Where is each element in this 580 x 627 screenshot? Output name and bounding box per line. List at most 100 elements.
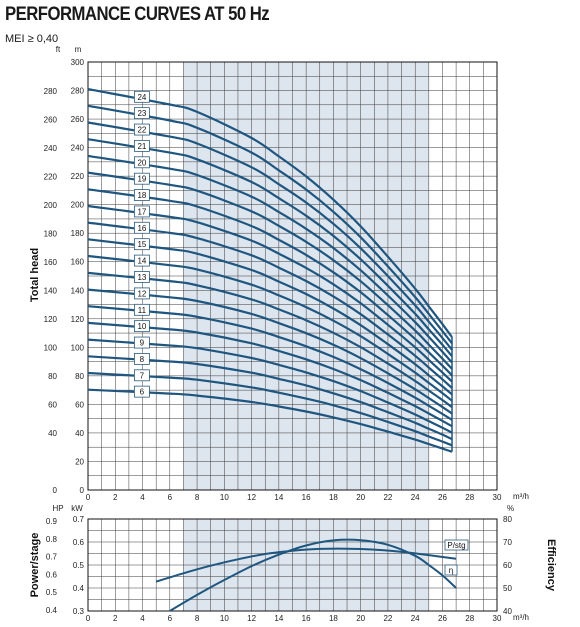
x-tick-label: 22 <box>383 493 392 502</box>
stage-label-box <box>133 352 150 365</box>
stage-label-box <box>133 238 150 251</box>
y-tick-label-m: 20 <box>75 457 84 466</box>
x-tick-label: 24 <box>411 493 420 502</box>
y-tick-label-m: 0 <box>80 486 85 495</box>
head-curve-stage-18 <box>87 188 453 377</box>
stage-label: 11 <box>138 306 147 315</box>
stage-label-box <box>133 369 150 382</box>
y-tick-label-ft: 280 <box>44 87 58 96</box>
y-tick-label-ft: 220 <box>44 173 58 182</box>
x-tick-label: 18 <box>329 614 338 623</box>
y-tick-label-hp: 0.7 <box>46 553 58 562</box>
stage-label-box <box>133 221 150 234</box>
x-unit-label: m³/h <box>513 492 529 501</box>
y-tick-label-m: 280 <box>71 87 85 96</box>
stage-label-box <box>133 271 150 283</box>
x-tick-label: 6 <box>168 493 173 502</box>
x-tick-label: 18 <box>329 493 338 502</box>
x-tick-label: 2 <box>113 493 118 502</box>
stage-label: 16 <box>137 224 146 233</box>
y-tick-label-kw: 0.3 <box>73 607 85 616</box>
stage-label-box <box>133 303 150 316</box>
y-tick-label-ft: 260 <box>44 116 58 125</box>
x-tick-label: 16 <box>302 614 311 623</box>
y2-unit-percent: % <box>507 504 514 513</box>
power-legend-label: P/stg <box>447 541 465 550</box>
stage-label: 24 <box>137 93 146 102</box>
y-tick-label-kw: 0.7 <box>73 515 85 524</box>
x-tick-label: 30 <box>493 493 502 502</box>
stage-label: 6 <box>140 388 145 397</box>
x-tick-label: 12 <box>247 614 256 623</box>
stage-label: 7 <box>140 371 145 380</box>
y-unit-kw: kW <box>71 504 83 513</box>
y2-tick-label-eff: 70 <box>503 538 512 547</box>
head-curve-stage-23 <box>87 104 453 344</box>
x-tick-label: 28 <box>465 493 474 502</box>
power-efficiency-chart: 0 2 4 6 8 10 12 14 16 18 20 22 24 26 28 30 m³/h0.30.40.5… <box>46 504 529 623</box>
y-tick-label-ft: 160 <box>44 258 58 267</box>
stage-label: 15 <box>137 240 146 249</box>
y-tick-label-m: 240 <box>71 144 85 153</box>
y2-tick-label-eff: 60 <box>503 561 512 570</box>
y-tick-label-ft: 100 <box>44 344 58 353</box>
y-tick-label-kw: 0.4 <box>73 584 85 593</box>
head-curve-stage-7 <box>87 371 453 447</box>
y-tick-label-hp: 0.8 <box>46 535 58 544</box>
chart-title: PERFORMANCE CURVES AT 50 Hz <box>5 4 270 25</box>
y-tick-label-hp: 0.9 <box>46 517 58 526</box>
efficiency-curve <box>169 538 457 612</box>
x-tick-label: 2 <box>113 614 118 623</box>
stage-label: 18 <box>137 191 146 200</box>
x-tick-label: 10 <box>220 614 229 623</box>
y-tick-label-kw: 0.6 <box>73 538 85 547</box>
efficiency-legend-label: η <box>449 566 453 575</box>
y2-tick-label-eff: 80 <box>503 515 512 524</box>
y-tick-label-m: 60 <box>75 400 84 409</box>
y-tick-label-ft: 120 <box>44 315 58 324</box>
head-curve-stage-16 <box>87 221 453 389</box>
efficiency-axis-label: Efficiency <box>545 539 557 592</box>
stage-label-box <box>133 156 150 169</box>
head-curve-stage-21 <box>87 138 453 357</box>
power-stage-axis-label: Power/stage <box>29 533 41 598</box>
x-tick-label: 4 <box>140 493 145 502</box>
y-tick-label-ft: 60 <box>48 401 57 410</box>
y-tick-label-m: 100 <box>71 343 85 352</box>
head-curve-stage-8 <box>87 355 453 441</box>
plot-frame <box>87 518 498 612</box>
stage-label: 13 <box>137 273 146 282</box>
total-head-axis-label: Total head <box>29 248 41 302</box>
head-curve-stage-12 <box>87 288 453 415</box>
x-tick-label: 20 <box>356 493 365 502</box>
head-curve-stage-17 <box>87 204 453 383</box>
x-tick-label: 30 <box>493 614 502 623</box>
x-tick-label: 14 <box>274 614 283 623</box>
stage-label: 9 <box>140 339 145 348</box>
y-tick-label-hp: 0.4 <box>46 606 58 615</box>
y-tick-label-hp: 0.5 <box>46 588 58 597</box>
stage-label: 14 <box>137 257 146 266</box>
y-tick-label-m: 300 <box>71 58 85 67</box>
y-tick-label-m: 80 <box>75 372 84 381</box>
y-tick-label-m: 200 <box>71 201 85 210</box>
x-tick-label: 20 <box>356 614 365 623</box>
y-tick-label-m: 260 <box>71 115 85 124</box>
y-tick-label-m: 40 <box>75 429 84 438</box>
x-tick-label: 8 <box>195 614 200 623</box>
x-tick-label: 0 <box>86 614 91 623</box>
stage-label-box <box>133 287 150 300</box>
y2-tick-label-eff: 40 <box>503 607 512 616</box>
efficiency-legend-box <box>444 564 458 576</box>
x-tick-label: 12 <box>247 493 256 502</box>
head-curve-chart: 0 2 4 6 8 10 12 14 16 18 20 22 24 26 28 30 m³/h020406080… <box>44 45 529 502</box>
y-unit-hp: HP <box>52 504 63 513</box>
y2-tick-label-eff: 50 <box>503 584 512 593</box>
stage-label-box <box>133 107 150 120</box>
head-curve-stage-10 <box>87 321 453 428</box>
plot-frame <box>87 61 498 491</box>
stage-label: 10 <box>137 322 146 331</box>
stage-label: 8 <box>140 355 145 364</box>
y-tick-label-m: 140 <box>71 286 85 295</box>
